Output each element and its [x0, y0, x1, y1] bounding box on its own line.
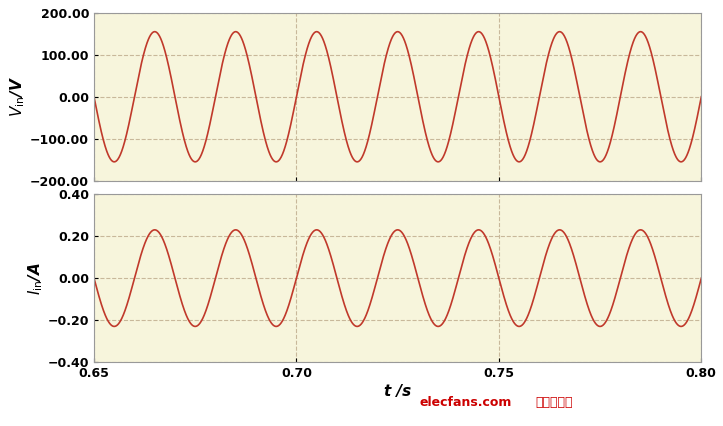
- Y-axis label: $V_{\mathrm{in}}$/V: $V_{\mathrm{in}}$/V: [9, 76, 27, 117]
- Y-axis label: $I_{\mathrm{in}}$/A: $I_{\mathrm{in}}$/A: [26, 262, 45, 294]
- X-axis label: t /s: t /s: [384, 384, 411, 399]
- Text: elecfans.com: elecfans.com: [419, 396, 512, 409]
- Text: 电子发烧友: 电子发烧友: [535, 396, 573, 409]
